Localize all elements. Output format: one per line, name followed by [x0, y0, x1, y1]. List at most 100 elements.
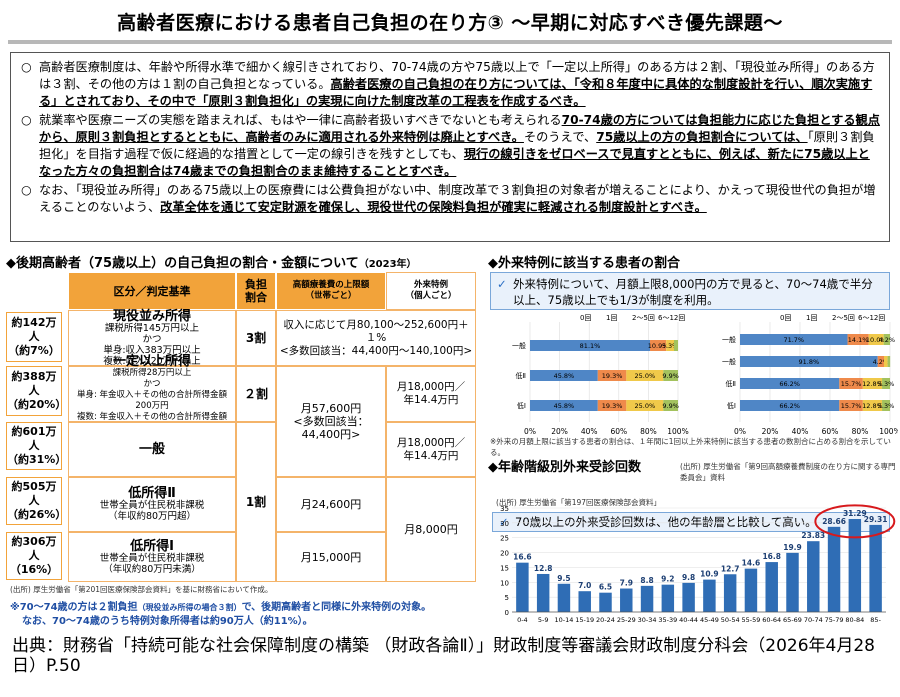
segment-value-label: 15.7%: [841, 402, 862, 410]
age-bar: [536, 573, 550, 612]
axis-tick-label: 20%: [551, 427, 568, 436]
population-row-1: 約142万人 （約7%）: [6, 312, 62, 362]
stack-segment: [884, 356, 888, 367]
row-name: 低所得Ⅰ: [130, 538, 174, 554]
row-genekinami: 現役並み所得 課税所得145万円以上 かつ 単身:収入383万円以上 複数:収入…: [68, 310, 236, 367]
row-name: 一般: [138, 442, 165, 457]
ratio-1: 1割: [236, 422, 276, 582]
header-kubun: 区分／判定基準: [68, 272, 236, 310]
axis-tick-label: 60%: [822, 427, 839, 436]
stack-segment: [882, 400, 890, 411]
stack-segment: [839, 378, 863, 389]
x-tick-label: 25-29: [617, 616, 636, 624]
bar-value-label: 6.5: [599, 583, 612, 592]
x-tick-label: 65-69: [783, 616, 802, 624]
bar-value-label: 9.5: [557, 574, 570, 583]
segment-value-label: 9.9%: [662, 402, 679, 410]
population-row-2: 約388万人 （約20%）: [6, 366, 66, 416]
stack-segment: [740, 356, 878, 367]
bullet-icon: ○: [21, 113, 32, 127]
left-footnote-1: ※70～74歳の方は２割負担（現役並み所得の場合３割）で、後期高齢者と同様に外来…: [10, 598, 431, 613]
section-year: （2023年）: [358, 259, 417, 270]
row-detail: 世帯全員が住民税非課税 （年収約80万円未満）: [99, 552, 205, 575]
right-top-title: ◆外来特例に該当する患者の割合: [488, 256, 680, 271]
age-bar: [703, 579, 716, 612]
limit-low1: 月15,000円: [276, 532, 386, 582]
stack-segment: [650, 340, 667, 351]
age-bar: [599, 592, 612, 612]
paragraph-text: 就業率や医療ニーズの実態を踏まえれば、もはや一律に高齢者扱いすべきでないとも考え…: [39, 113, 562, 127]
age-bar: [744, 568, 758, 612]
axis-tick-label: 0%: [734, 427, 746, 436]
bar-value-label: 12.7: [721, 564, 740, 573]
axis-tick-label: 60%: [610, 427, 627, 436]
segment-value-label: 5.3%: [878, 380, 895, 388]
segment-value-label: 9.9%: [662, 372, 679, 380]
bar-value-label: 12.8: [534, 564, 553, 573]
segment-value-label: 5.3%: [662, 342, 679, 350]
stack-segment: [882, 378, 890, 389]
paragraph-emphasis: 高齢者医療の自己負担の在り方については、「令和８年度中に具体的な制度設計を行い、…: [39, 77, 873, 108]
age-bar: [827, 526, 841, 612]
section-title-text: ◆後期高齢者（75歳以上）の自己負担の割合・金額について: [6, 256, 359, 271]
stack-segment: [663, 370, 678, 381]
header-gairai: 外来特例 （個人ごと）: [386, 272, 476, 310]
segment-value-label: 4.2%: [879, 336, 896, 344]
y-tick-label: 10: [500, 579, 509, 587]
bar-value-label: 16.6: [513, 553, 532, 562]
highlight-ellipse: [814, 504, 896, 539]
bar-category-label: 低Ⅰ: [517, 401, 526, 410]
bar-category-label: 低Ⅱ: [516, 371, 526, 380]
bar-value-label: 31.29: [843, 509, 867, 518]
age-bar: [765, 562, 778, 612]
axis-tick-label: 20%: [762, 427, 779, 436]
stack-segment: [740, 400, 840, 411]
segment-value-label: 45.8%: [554, 402, 575, 410]
gairai-right-chart: 0%20%40%60%80%100%71.7%14.1%10.0%4.2%91.…: [722, 314, 898, 436]
age-bar: [786, 552, 799, 612]
population-row-4: 約505万人 （約26%）: [6, 477, 66, 525]
row-detail: 課税所得145万円以上 かつ 単身:収入383万円以上 複数:収入520万円以上: [103, 322, 201, 367]
stack-segment: [597, 400, 627, 411]
axis-tick-label: 40%: [792, 427, 809, 436]
bar-value-label: 23.83: [801, 531, 825, 540]
row-name: 一定以上所得: [112, 353, 191, 369]
age-bar: [557, 583, 571, 612]
segment-value-label: 10.0%: [866, 336, 887, 344]
axis-tick-label: 80%: [640, 427, 657, 436]
stack-segment: [674, 340, 678, 351]
stack-segment: [530, 370, 598, 381]
age-bar: [640, 585, 654, 612]
summary-text: 70歳以上の外来受診回数は、他の年齢層と比較して高い。: [515, 515, 817, 529]
segment-value-label: 19.3%: [602, 372, 623, 380]
axis-tick-label: 40%: [581, 427, 598, 436]
paragraph-emphasis: 75歳以上の方の負担割合については、: [596, 130, 808, 144]
row-tei1: 低所得Ⅰ 世帯全員が住民税非課税 （年収約80万円未満）: [68, 532, 236, 582]
legend-label: 2～5回: [832, 314, 855, 322]
x-tick-label: 55-59: [741, 616, 760, 624]
paragraph-emphasis: 改革全体を通じて安定財源を確保し、現役世代の保険料負担が確実に軽減される制度設計…: [160, 200, 707, 214]
stack-segment: [740, 378, 840, 389]
visit-chart-source: (出所) 厚生労働省「第197回医療保険部会資料」: [496, 498, 662, 507]
age-bar: [661, 584, 675, 612]
bullet-icon: ○: [21, 183, 32, 197]
bar-value-label: 9.2: [661, 575, 674, 584]
x-tick-label: 70-74: [804, 616, 823, 624]
bar-value-label: 14.6: [742, 559, 761, 568]
stack-segment: [740, 334, 848, 345]
age-bar: [869, 524, 882, 612]
segment-value-label: 45.8%: [554, 372, 575, 380]
bullet-icon: ○: [21, 60, 32, 74]
ratio-2: ２割: [236, 366, 276, 422]
paragraph-emphasis: 70-74歳の方については負担能力に応じた負担とする観点から、原則３割負担とする…: [39, 113, 880, 144]
y-tick-label: 15: [500, 564, 509, 572]
ratio-3: 3割: [236, 310, 276, 366]
header-limit: 高額療養費の上限額 （世帯ごと）: [276, 272, 386, 310]
stack-segment: [862, 378, 883, 389]
y-tick-label: 20: [500, 550, 509, 558]
x-tick-label: 15-19: [575, 616, 594, 624]
bar-value-label: 28.66: [822, 517, 846, 526]
segment-value-label: 25.0%: [635, 402, 656, 410]
bar-category-label: 一般: [722, 357, 736, 366]
right-bottom-title: ◆年齢階級別外来受診回数: [488, 460, 641, 475]
